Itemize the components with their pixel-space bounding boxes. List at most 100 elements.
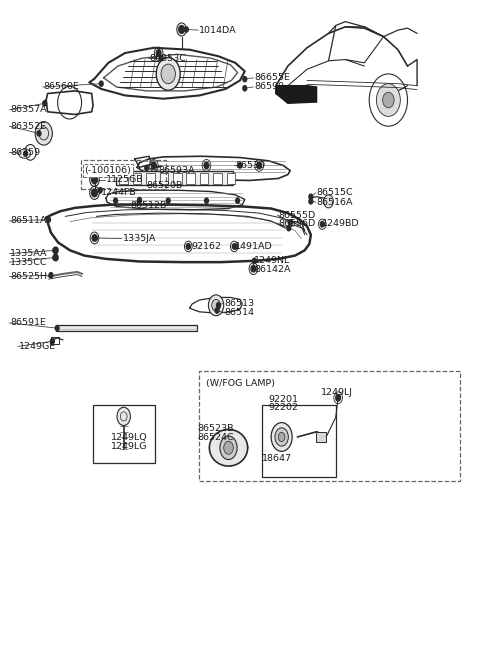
Text: 1335CC: 1335CC: [10, 257, 48, 267]
Text: 86359: 86359: [10, 148, 40, 157]
Circle shape: [138, 197, 142, 202]
Circle shape: [243, 77, 247, 82]
Bar: [227, 174, 235, 183]
Circle shape: [275, 428, 288, 446]
Circle shape: [224, 441, 233, 455]
Circle shape: [55, 326, 59, 331]
Circle shape: [114, 198, 118, 203]
Circle shape: [47, 217, 50, 222]
Circle shape: [99, 81, 103, 86]
Text: 1249BD: 1249BD: [323, 219, 360, 228]
Circle shape: [138, 198, 142, 203]
Text: 86511A: 86511A: [10, 216, 47, 225]
Bar: [186, 174, 195, 183]
Text: 86142A: 86142A: [254, 265, 291, 274]
Text: 1249LG: 1249LG: [111, 442, 147, 451]
Text: 86516A: 86516A: [317, 198, 353, 206]
Circle shape: [156, 58, 180, 90]
Text: 86514: 86514: [224, 308, 254, 317]
Circle shape: [98, 187, 102, 193]
Circle shape: [53, 247, 58, 253]
Text: 86353C: 86353C: [149, 54, 186, 63]
Text: 86525H: 86525H: [10, 272, 47, 281]
Circle shape: [232, 244, 236, 249]
Circle shape: [35, 122, 52, 145]
Circle shape: [289, 219, 293, 225]
Bar: [120, 174, 128, 183]
Circle shape: [49, 272, 53, 278]
Circle shape: [243, 86, 247, 91]
Text: 86524C: 86524C: [197, 433, 234, 442]
Text: 1249GE: 1249GE: [19, 342, 56, 351]
Circle shape: [204, 162, 209, 169]
Circle shape: [186, 244, 190, 249]
Circle shape: [159, 56, 163, 61]
Polygon shape: [276, 86, 317, 103]
Bar: [116, 171, 233, 185]
Circle shape: [53, 254, 58, 261]
Circle shape: [37, 131, 41, 136]
Polygon shape: [276, 86, 288, 99]
Text: 92202: 92202: [269, 403, 299, 413]
Bar: [199, 371, 460, 481]
Circle shape: [287, 225, 291, 231]
Circle shape: [321, 221, 324, 227]
Text: 1491AD: 1491AD: [235, 242, 273, 251]
Circle shape: [161, 64, 175, 84]
Text: 86357A: 86357A: [10, 105, 47, 115]
Circle shape: [184, 27, 188, 32]
Text: (-100106): (-100106): [84, 166, 132, 175]
Circle shape: [179, 26, 184, 33]
Circle shape: [92, 234, 97, 241]
Circle shape: [208, 295, 224, 316]
Circle shape: [152, 162, 156, 169]
Circle shape: [309, 198, 313, 204]
Circle shape: [252, 258, 256, 263]
Ellipse shape: [19, 149, 31, 159]
Text: (W/FOG LAMP): (W/FOG LAMP): [206, 379, 276, 388]
Bar: [200, 174, 208, 183]
Circle shape: [145, 166, 149, 171]
Circle shape: [53, 248, 57, 253]
Circle shape: [238, 163, 242, 168]
Circle shape: [251, 265, 256, 272]
Circle shape: [50, 339, 54, 344]
Text: 18647: 18647: [262, 454, 291, 462]
Circle shape: [271, 422, 292, 451]
Text: 86523B: 86523B: [197, 424, 233, 433]
Text: 86590: 86590: [254, 83, 284, 92]
Circle shape: [92, 189, 97, 196]
Circle shape: [166, 198, 170, 203]
Circle shape: [376, 84, 400, 117]
Text: 1335JA: 1335JA: [123, 234, 156, 243]
Text: 86556D: 86556D: [278, 219, 315, 228]
Circle shape: [236, 198, 240, 203]
Text: 92162: 92162: [191, 242, 221, 251]
Text: 86555D: 86555D: [278, 210, 315, 219]
Circle shape: [94, 235, 97, 240]
Circle shape: [216, 303, 220, 308]
Bar: [81, 160, 166, 189]
Circle shape: [324, 195, 333, 208]
Bar: [316, 432, 326, 442]
Circle shape: [117, 407, 131, 426]
Text: 86530: 86530: [235, 161, 265, 170]
Polygon shape: [209, 430, 248, 466]
Circle shape: [204, 198, 208, 203]
Text: 86513: 86513: [224, 299, 254, 308]
Text: 86655E: 86655E: [254, 73, 290, 83]
Circle shape: [156, 50, 161, 56]
Text: 86591E: 86591E: [10, 318, 46, 328]
Circle shape: [94, 177, 97, 182]
Text: 1014DA: 1014DA: [199, 26, 237, 35]
Circle shape: [278, 432, 285, 441]
Text: 1335AA: 1335AA: [10, 249, 48, 258]
Text: 86593A: 86593A: [158, 166, 195, 175]
Bar: [51, 337, 59, 344]
Circle shape: [212, 299, 220, 311]
Bar: [56, 325, 197, 331]
Circle shape: [186, 244, 190, 249]
Text: 92201: 92201: [269, 395, 299, 404]
Text: 86520B: 86520B: [147, 181, 183, 189]
Bar: [213, 174, 222, 183]
